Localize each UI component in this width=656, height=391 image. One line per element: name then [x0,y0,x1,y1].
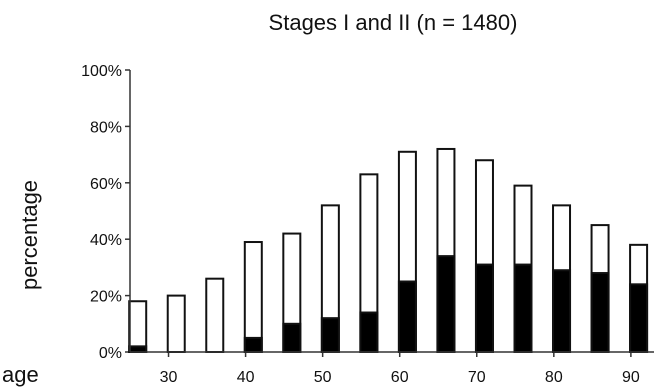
bar-front-11 [552,269,572,353]
axes [129,70,654,353]
bars [128,147,649,354]
bar-front-13 [629,283,649,354]
chart-title: Stages I and II (n = 1480) [268,10,518,35]
bar-front-3 [243,336,263,353]
bar-total-0 [128,300,148,353]
x-tick-label: 80 [545,369,563,386]
bar-front-4 [282,322,302,353]
x-tick-label: 30 [160,369,178,386]
y-tick-label: 20% [90,289,122,306]
bar-total-3 [243,241,263,354]
y-tick-label: 100% [81,63,122,80]
x-tick-label: 60 [391,369,409,386]
bar-front-12 [590,272,610,354]
x-tick-label: 90 [622,369,640,386]
bar-front-6 [359,311,379,353]
x-axis-label: age [2,362,39,387]
x-tick-label: 70 [468,369,486,386]
x-tick-labels: 30 40 50 60 70 80 90 [160,352,640,386]
bar-front-7 [397,280,417,353]
y-tick-label: 60% [90,176,122,193]
bar-front-8 [436,255,456,353]
x-tick-label: 50 [314,369,332,386]
y-tick-label: 80% [90,119,122,136]
bar-front-9 [474,263,494,353]
bar-front-5 [320,317,340,354]
y-tick-labels: 0% 20% 40% 60% 80% 100% [81,63,130,362]
bar-front-0 [128,345,148,353]
x-tick-label: 40 [237,369,255,386]
bar-total-2 [205,277,225,353]
y-tick-label: 0% [99,345,122,362]
bar-total-1 [166,294,186,354]
bar-front-10 [513,263,533,353]
y-tick-label: 40% [90,232,122,249]
